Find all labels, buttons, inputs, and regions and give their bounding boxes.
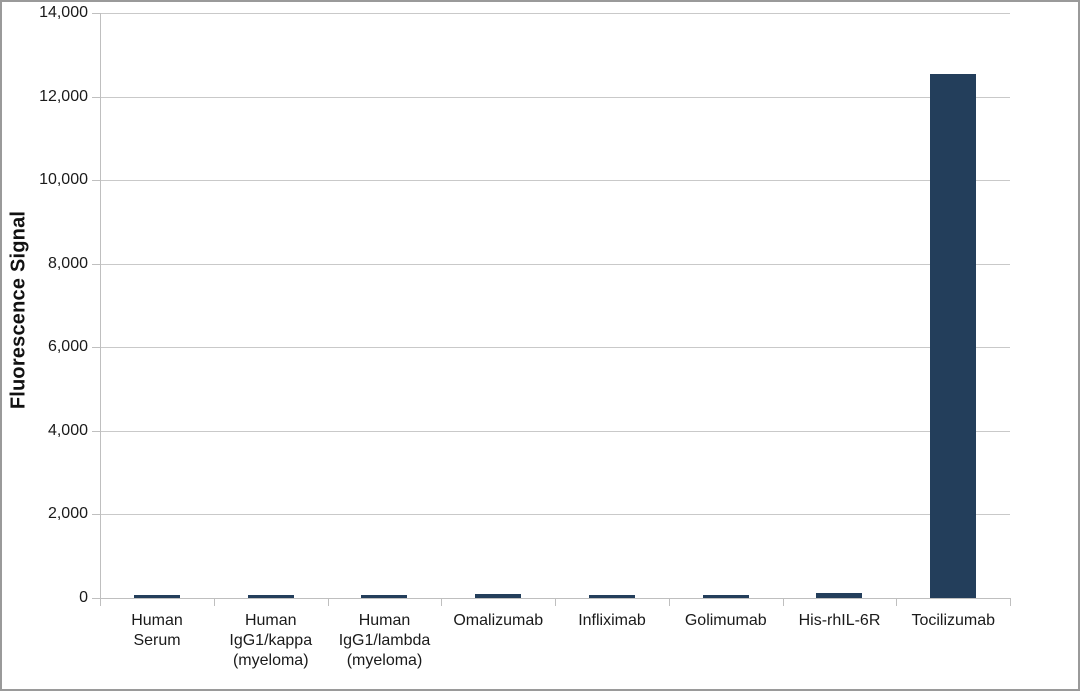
bar-3 xyxy=(475,593,522,598)
gridline xyxy=(100,514,1010,516)
y-axis-tick xyxy=(92,96,100,98)
y-tick-label: 6,000 xyxy=(47,338,88,356)
x-axis-label: His-rhIL-6R xyxy=(798,612,881,629)
y-axis-tick xyxy=(92,347,100,349)
gridline xyxy=(100,180,1010,182)
bar-5 xyxy=(702,595,749,598)
y-axis-tick xyxy=(92,13,100,14)
x-axis-label: Human IgG1/kappa (myeloma) xyxy=(229,612,313,669)
bar-1 xyxy=(247,595,294,598)
x-axis-label: Human IgG1/lambda (myeloma) xyxy=(338,612,431,669)
gridline xyxy=(100,430,1010,432)
y-tick-label: 14,000 xyxy=(39,4,88,21)
x-axis-tick xyxy=(668,598,670,606)
y-axis-line xyxy=(100,13,101,599)
y-tick-label: 8,000 xyxy=(47,254,88,272)
x-axis-tick xyxy=(782,598,784,606)
bar-4 xyxy=(588,595,635,598)
y-tick-label: 0 xyxy=(79,589,88,606)
x-axis-label: Golimumab xyxy=(684,612,767,629)
y-tick-label: 10,000 xyxy=(39,171,88,189)
y-axis-tick xyxy=(92,430,100,432)
x-axis-tick xyxy=(441,598,443,606)
y-tick-label: 12,000 xyxy=(39,87,88,105)
y-axis-title: Fluorescence Signal xyxy=(7,210,30,410)
bar-7 xyxy=(930,73,977,598)
x-axis-label: Tocilizumab xyxy=(911,612,996,629)
x-axis-tick xyxy=(327,598,329,606)
bar-2 xyxy=(361,594,408,598)
x-axis-tick xyxy=(213,598,215,606)
x-axis-tick xyxy=(896,598,898,606)
gridline xyxy=(100,13,1010,14)
bar-6 xyxy=(816,593,863,598)
y-axis-tick xyxy=(92,598,100,599)
x-axis-tick xyxy=(555,598,556,606)
y-axis-tick xyxy=(92,514,100,516)
bar-0 xyxy=(133,595,180,598)
x-axis-tick xyxy=(1010,598,1011,606)
y-tick-label: 4,000 xyxy=(47,421,88,439)
gridline xyxy=(100,347,1010,349)
gridline xyxy=(100,263,1010,265)
y-axis-tick xyxy=(92,263,100,265)
y-axis-tick xyxy=(92,180,100,182)
x-axis-tick xyxy=(100,598,101,606)
gridline xyxy=(100,96,1010,98)
x-axis-label: Omalizumab xyxy=(453,612,544,629)
y-tick-label: 2,000 xyxy=(47,505,88,523)
x-axis-label: Infliximab xyxy=(578,612,646,629)
x-axis-label: Human Serum xyxy=(131,612,183,649)
